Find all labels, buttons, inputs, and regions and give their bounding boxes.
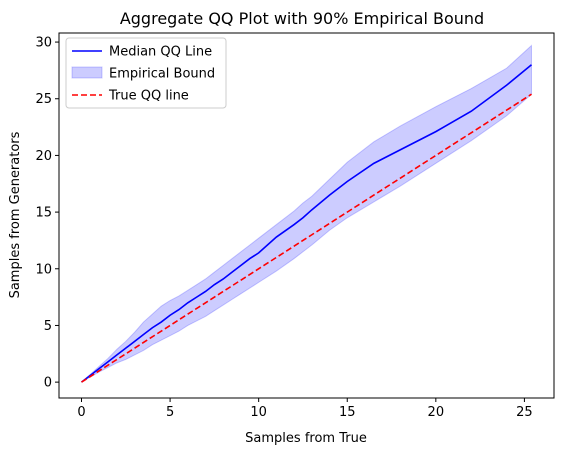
x-tick-label: 15 xyxy=(339,405,356,420)
plot-frame xyxy=(58,32,555,399)
x-axis-label: Samples from True xyxy=(245,431,367,446)
chart-title: Aggregate QQ Plot with 90% Empirical Bou… xyxy=(120,9,484,28)
y-tick-label: 25 xyxy=(35,92,52,107)
legend-label: Median QQ Line xyxy=(109,45,212,60)
legend-label: Empirical Bound xyxy=(109,67,215,82)
legend: Median QQ Line Empirical Bound True QQ lin… xyxy=(65,37,227,109)
y-tick-label: 5 xyxy=(44,319,52,334)
y-tick-label: 20 xyxy=(35,149,52,164)
x-tick-label: 5 xyxy=(166,405,174,420)
axis-ticks: 0 5 10 15 20 25 0 5 10 15 20 25 30 xyxy=(35,36,532,420)
y-axis-label: Samples from Generators xyxy=(8,131,23,298)
median-qq-line xyxy=(81,64,533,383)
legend-label: True QQ line xyxy=(108,89,189,104)
legend-box xyxy=(65,37,227,109)
y-tick-label: 0 xyxy=(44,376,52,391)
y-tick-label: 30 xyxy=(35,36,52,51)
x-tick-label: 20 xyxy=(428,405,445,420)
x-tick-label: 0 xyxy=(77,405,85,420)
true-qq-line xyxy=(81,93,532,383)
y-tick-label: 10 xyxy=(35,262,52,277)
legend-swatch-band xyxy=(71,66,103,79)
x-tick-label: 25 xyxy=(516,405,533,420)
y-tick-label: 15 xyxy=(35,206,52,221)
plot-area xyxy=(81,44,533,383)
x-tick-label: 10 xyxy=(250,405,267,420)
